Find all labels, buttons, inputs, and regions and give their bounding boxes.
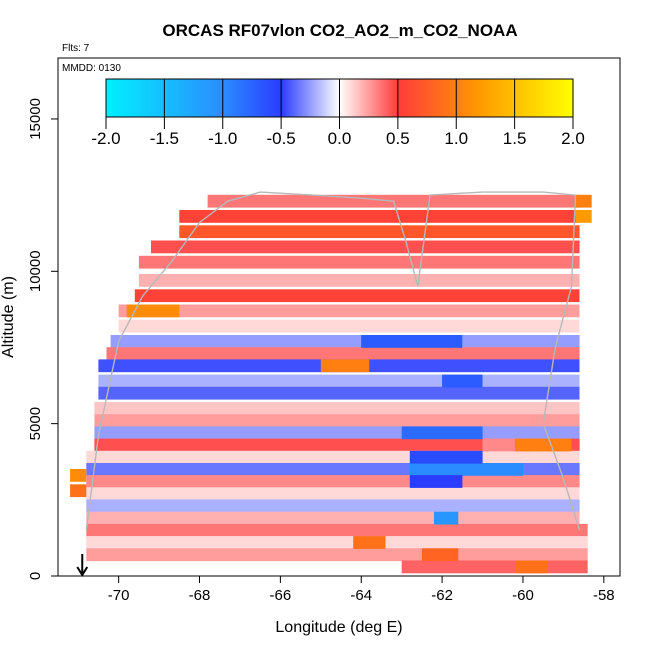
flights-label: Flts: 7 xyxy=(62,43,90,54)
heatmap-band xyxy=(86,499,580,513)
x-tick-label: -60 xyxy=(512,587,534,604)
heatmap-patch xyxy=(70,484,87,498)
heatmap-band xyxy=(86,523,588,537)
heatmap-band xyxy=(134,289,580,303)
colorbar-ticks: -2.0 -1.5 -1.0 -0.5 0.0 0.5 1.0 1.5 2.0 xyxy=(91,79,585,148)
heatmap-band xyxy=(86,475,580,488)
heatmap-band xyxy=(86,548,588,562)
heatmap-patch xyxy=(514,560,548,574)
heatmap-band xyxy=(86,536,588,549)
heatmap-patch xyxy=(409,475,463,488)
heatmap-band xyxy=(98,374,580,388)
y-axis-ticks: 0 5000 10000 15000 xyxy=(27,98,58,580)
x-tick-label: -58 xyxy=(593,587,615,604)
heatmap-band xyxy=(401,560,588,574)
start-arrow-icon xyxy=(76,554,89,577)
heatmap-band xyxy=(179,225,580,239)
heatmap-band xyxy=(94,414,580,427)
colorbar-tick-label: -1.5 xyxy=(150,129,179,148)
colorbar-tick-label: 0.0 xyxy=(328,129,352,148)
heatmap-band xyxy=(94,426,580,440)
x-axis-ticks: -70 -68 -66 -64 -62 -60 -58 xyxy=(108,576,615,604)
heatmap-patch xyxy=(442,374,483,388)
y-tick-label: 15000 xyxy=(27,98,44,140)
heatmap-patch xyxy=(409,450,483,464)
heatmap-patch xyxy=(126,304,180,318)
date-label: MMDD: 0130 xyxy=(62,63,121,74)
heatmap-band xyxy=(94,402,580,415)
heatmap-band xyxy=(94,438,580,452)
chart-title: ORCAS RF07vlon CO2_AO2_m_CO2_NOAA xyxy=(162,21,517,40)
heatmap-band xyxy=(138,274,580,287)
heatmap-band xyxy=(179,210,580,223)
heatmap-band xyxy=(98,386,580,400)
heatmap-band xyxy=(151,240,580,254)
x-tick-label: -62 xyxy=(431,587,453,604)
heatmap-patch xyxy=(421,548,459,562)
heatmap-patch xyxy=(401,426,483,440)
colorbar-tick-label: 1.0 xyxy=(444,129,468,148)
x-tick-label: -70 xyxy=(108,587,130,604)
heatmap-patch xyxy=(320,359,370,373)
heatmap-band xyxy=(138,255,580,269)
heatmap-band xyxy=(86,450,580,464)
x-tick-label: -68 xyxy=(189,587,211,604)
heatmap-cells xyxy=(70,194,592,574)
heatmap-patch xyxy=(514,438,572,452)
heatmap-patch xyxy=(353,536,386,549)
heatmap-patch xyxy=(434,511,459,525)
y-tick-label: 0 xyxy=(27,572,44,580)
y-tick-label: 10000 xyxy=(27,250,44,292)
colorbar-frame xyxy=(105,78,574,118)
heatmap-patch xyxy=(575,210,592,223)
x-tick-label: -64 xyxy=(350,587,372,604)
x-tick-label: -66 xyxy=(270,587,292,604)
flight-track-line xyxy=(85,191,581,531)
colorbar-tick-label: 0.5 xyxy=(386,129,410,148)
heatmap-band xyxy=(118,304,580,318)
colorbar-tick-label: -1.0 xyxy=(208,129,237,148)
heatmap-patch xyxy=(70,469,87,482)
colorbar-tick-label: -0.5 xyxy=(266,129,295,148)
heatmap-band xyxy=(86,487,580,501)
y-tick-label: 5000 xyxy=(27,407,44,440)
heatmap-band xyxy=(118,319,580,333)
x-axis-label: Longitude (deg E) xyxy=(275,619,402,636)
heatmap-patch xyxy=(361,335,463,348)
heatmap-band xyxy=(106,347,580,360)
heatmap-band xyxy=(110,335,580,348)
colorbar-tick-label: -2.0 xyxy=(91,129,120,148)
heatmap-patch xyxy=(575,194,592,208)
heatmap-patch xyxy=(409,463,523,476)
colorbar-tick-label: 1.5 xyxy=(503,129,527,148)
y-axis-label: Altitude (m) xyxy=(0,276,17,358)
heatmap-band xyxy=(86,511,580,525)
plot-frame xyxy=(57,57,621,577)
start-arrow-head xyxy=(76,566,89,577)
colorbar-tick-label: 2.0 xyxy=(561,129,585,148)
